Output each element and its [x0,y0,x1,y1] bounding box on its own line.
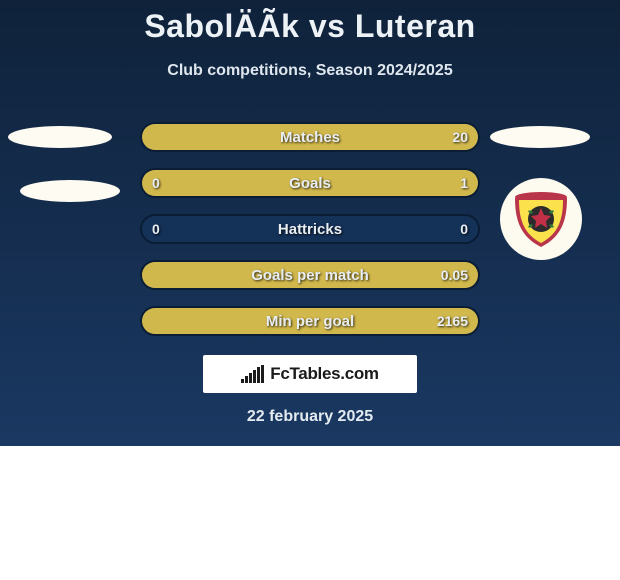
stat-row: 20Matches [140,122,480,152]
stats-bars: 20Matches 01Goals 00Hattricks 0.05Goals per… [140,122,480,352]
stat-label: Hattricks [142,216,478,242]
club-crest-icon [511,189,571,249]
club-badge [500,178,582,260]
stat-label: Goals per match [142,262,478,288]
brand-badge: FcTables.com [203,355,417,393]
stat-row: 0.05Goals per match [140,260,480,290]
brand-name: FcTables.com [270,364,379,384]
stat-label: Matches [142,124,478,150]
stat-label: Goals [142,170,478,196]
season-subtitle: Club competitions, Season 2024/2025 [0,62,620,80]
comparison-title: SabolÄÃk vs Luteran [0,8,620,45]
brand-bars-icon [241,365,264,383]
left-ellipse [8,126,112,148]
stat-row: 01Goals [140,168,480,198]
stat-row: 2165Min per goal [140,306,480,336]
stat-row: 00Hattricks [140,214,480,244]
left-ellipse [20,180,120,202]
snapshot-date: 22 february 2025 [0,408,620,426]
stat-label: Min per goal [142,308,478,334]
infographic-stage: SabolÄÃk vs Luteran Club competitions, S… [0,0,620,446]
right-ellipse [490,126,590,148]
